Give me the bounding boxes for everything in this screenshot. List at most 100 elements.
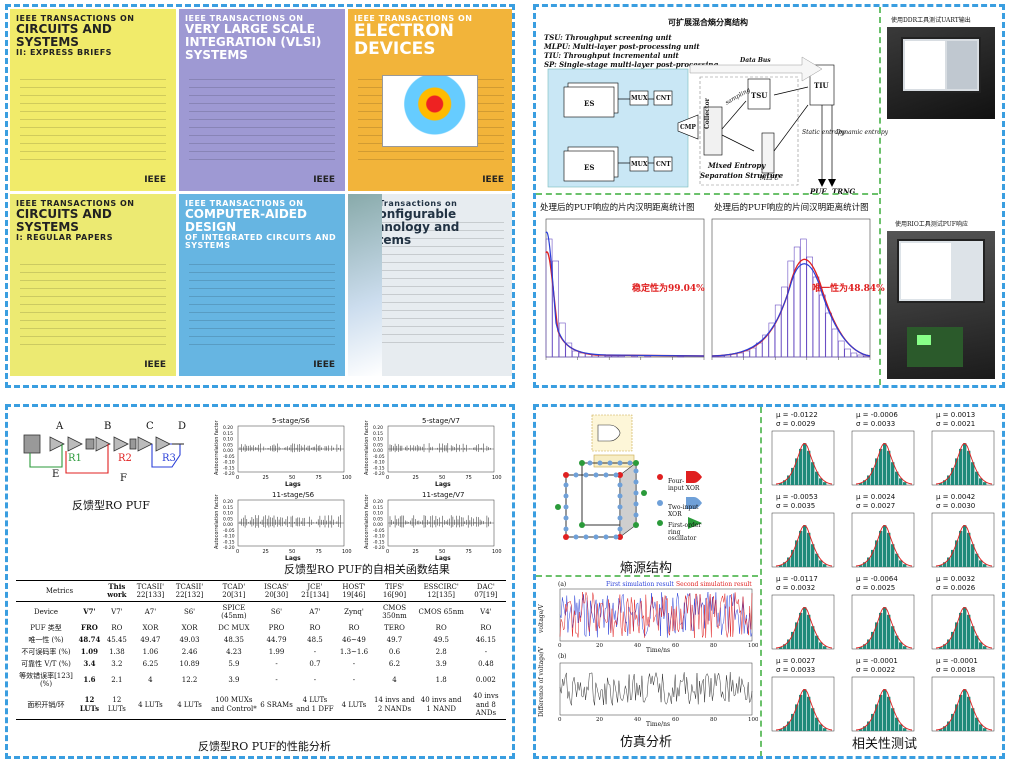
sim-xtick-bottom: 40 bbox=[634, 717, 641, 723]
acf-xtick: 25 bbox=[263, 475, 269, 481]
gauss-fit bbox=[935, 525, 993, 567]
table-row: 等效错误率[123] (%) 1.6 2.1 4 12.2 3.9 - - - 4 1.8 0.002 bbox=[16, 670, 506, 690]
gauss-fit bbox=[855, 607, 913, 649]
acf-ytick: 0.05 bbox=[223, 516, 233, 522]
cover-subtitle: IEEE TRANSACTIONS ON bbox=[354, 14, 473, 23]
table-cell: 3.2 bbox=[111, 660, 123, 669]
acf-ytick: 0.00 bbox=[373, 448, 383, 454]
entropy-node bbox=[617, 472, 623, 478]
table-cell: 1.8 bbox=[435, 676, 447, 685]
correlation-histogram: μ = -0.0122 σ = 0.0029 bbox=[768, 411, 840, 493]
acf-ytick: 0.05 bbox=[373, 516, 383, 522]
gauss-fit bbox=[855, 689, 913, 731]
hist-bar bbox=[799, 448, 803, 485]
hist-bar bbox=[879, 694, 883, 731]
sim-legend-1: First simulation result bbox=[606, 581, 674, 588]
table-cell: 46~49 bbox=[342, 636, 366, 645]
hamming-section: 处理后的PUF响应的片内汉明距离统计图 处理后的PUF响应的片间汉明距离统计图 … bbox=[536, 193, 885, 385]
acf-xtick: 0 bbox=[236, 549, 239, 555]
hist-bar bbox=[983, 646, 987, 649]
metric-label: 可靠性 V/T (%) bbox=[21, 660, 71, 669]
hist-mu: μ = 0.0027 bbox=[776, 657, 816, 665]
mixed-entropy-label: Mixed Entropy bbox=[708, 161, 766, 170]
table-caption: 反馈型RO PUF的性能分析 bbox=[198, 740, 331, 753]
hist-bar bbox=[762, 334, 769, 358]
correlation-histogram: μ = -0.0053 σ = 0.0035 bbox=[768, 493, 840, 575]
hist-bar bbox=[781, 286, 788, 358]
hist-bar bbox=[875, 458, 879, 485]
hist-bar bbox=[783, 562, 787, 567]
table-cell: - bbox=[275, 676, 278, 685]
hist-bar bbox=[983, 728, 987, 731]
table-cell: RO bbox=[480, 624, 492, 633]
acf-plot: 11-stage/V70.200.150.100.050.00-0.05-0.1… bbox=[364, 491, 502, 561]
mux-label-1: MUX bbox=[631, 95, 648, 102]
table-cell: TERO bbox=[384, 624, 405, 633]
table-cell: 12.2 bbox=[181, 676, 198, 685]
hist-bar bbox=[823, 646, 827, 649]
collector-label: Collector bbox=[704, 98, 711, 129]
entropy-node bbox=[555, 504, 561, 510]
sim-xtick-top: 40 bbox=[634, 643, 641, 649]
hist-bar bbox=[955, 622, 959, 649]
hist-plot bbox=[771, 594, 835, 650]
hist-bar bbox=[831, 328, 839, 358]
hist-plot bbox=[851, 594, 915, 650]
acf-xtick: 75 bbox=[316, 549, 322, 555]
table-header-cell: ISCAS' 20[30] bbox=[258, 579, 295, 603]
hist-bar bbox=[795, 704, 799, 731]
hist-bar bbox=[779, 483, 783, 485]
hist-bar bbox=[844, 348, 851, 358]
journal-cover: IEEE TRANSACTIONS ON CIRCUITS AND SYSTEMS… bbox=[10, 9, 176, 191]
cover-contents bbox=[189, 264, 335, 346]
hist-bar bbox=[743, 350, 750, 358]
hist-bar bbox=[879, 612, 883, 649]
es-label-1: ES bbox=[584, 99, 595, 108]
hist-bar bbox=[943, 562, 947, 567]
acf-ytick: -0.20 bbox=[223, 545, 235, 551]
cover-heading: IEEE TRANSACTIONS ON ELECTRON DEVICES bbox=[354, 14, 508, 60]
entropy-caption: 熵源结构 bbox=[620, 561, 673, 576]
hist-bar bbox=[975, 717, 979, 731]
hist-bar bbox=[807, 532, 811, 567]
hist-bar bbox=[867, 475, 871, 485]
hist-bar bbox=[857, 354, 864, 358]
hist-bar bbox=[871, 549, 875, 567]
hist-bar bbox=[963, 607, 967, 649]
correlation-histogram: μ = -0.0117 σ = 0.0032 bbox=[768, 575, 840, 657]
table-cell: 12 LUTs bbox=[76, 690, 103, 720]
table-row: PUF 类型 FRO RO XOR XOR DC MUX PRO RO RO TERO RO RO bbox=[16, 622, 506, 634]
hist-bar bbox=[565, 342, 573, 358]
hist-bar bbox=[955, 704, 959, 731]
ring-r3: R3 bbox=[162, 453, 176, 464]
hist-bar bbox=[963, 525, 967, 567]
simulation-section: 0 0 20 20 40 40 60 60 80 80 100 100 First simulatio… bbox=[536, 579, 758, 756]
acf-ytick: 0.05 bbox=[373, 442, 383, 448]
correlation-caption: 相关性测试 bbox=[852, 737, 918, 752]
hist-bar bbox=[947, 475, 951, 485]
acf-ytick: -0.10 bbox=[373, 460, 385, 466]
cover-title: ELECTRON DEVICES bbox=[354, 21, 454, 60]
kde-curve bbox=[711, 263, 871, 357]
table-cell: 2.46 bbox=[181, 648, 198, 657]
hist-bar bbox=[891, 462, 895, 485]
acf-xtick: 50 bbox=[439, 549, 445, 555]
hist-bar bbox=[819, 724, 823, 731]
hist-plot bbox=[851, 512, 915, 568]
table-cell: 4 LUTs bbox=[169, 690, 210, 720]
hist-bar bbox=[791, 631, 795, 649]
hist-bar bbox=[604, 355, 612, 358]
hist-bar bbox=[955, 458, 959, 485]
hist-mu: μ = 0.0042 bbox=[936, 493, 976, 501]
acf-ytick: -0.15 bbox=[223, 539, 235, 545]
hist-sigma: σ = 0.0030 bbox=[936, 502, 976, 510]
hist-sigma: σ = 0.0025 bbox=[856, 584, 896, 592]
acf-ytick: -0.20 bbox=[373, 545, 385, 551]
hist-bar bbox=[779, 729, 783, 731]
hist-bar bbox=[815, 717, 819, 731]
table-header-cell: This work bbox=[102, 579, 131, 603]
hist-bar bbox=[783, 644, 787, 649]
cover-figure bbox=[382, 75, 478, 147]
acf-title: 5-stage/S6 bbox=[272, 417, 310, 425]
acf-ytick: 0.15 bbox=[373, 505, 383, 511]
